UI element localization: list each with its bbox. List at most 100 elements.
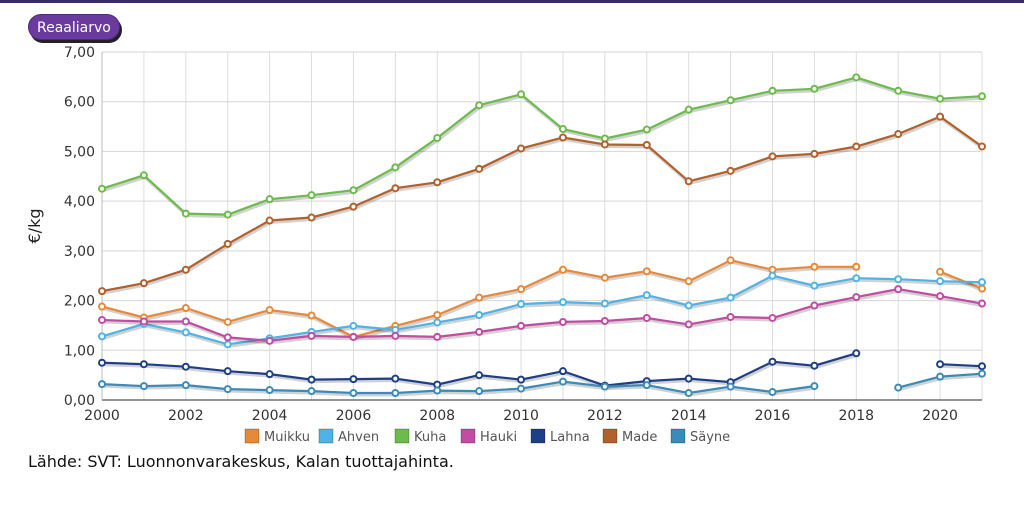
x-tick-label: 2018 — [838, 408, 874, 424]
data-point — [139, 317, 148, 326]
legend-label: Kuha — [414, 430, 446, 445]
data-point — [726, 166, 735, 175]
data-point — [558, 125, 567, 134]
data-point — [684, 301, 693, 310]
data-point — [558, 367, 567, 376]
x-tick-label: 2020 — [922, 408, 958, 424]
data-point — [223, 385, 232, 394]
data-point — [391, 331, 400, 340]
data-point — [768, 271, 777, 280]
data-point — [433, 178, 442, 187]
y-tick-label: 7,00 — [64, 45, 95, 61]
data-point — [684, 320, 693, 329]
data-point — [600, 316, 609, 325]
top-border — [0, 0, 1024, 3]
data-point — [98, 332, 106, 341]
legend-item-s-yne: Säyne — [670, 428, 730, 445]
data-point — [600, 299, 609, 308]
data-point — [307, 213, 316, 222]
series-ahven — [98, 271, 986, 349]
data-point — [768, 313, 777, 322]
legend-swatch — [318, 428, 334, 444]
data-point — [139, 360, 148, 369]
data-point — [978, 142, 986, 151]
legend-label: Muikku — [264, 430, 310, 445]
data-point — [642, 381, 651, 390]
series-line — [101, 380, 815, 395]
grid — [101, 51, 983, 401]
data-point — [726, 96, 735, 105]
data-point — [936, 360, 945, 369]
data-point — [726, 293, 735, 302]
data-point — [223, 239, 232, 248]
data-point — [810, 262, 819, 271]
data-point — [894, 130, 903, 139]
y-tick-label: 0,00 — [64, 393, 95, 409]
data-point — [475, 327, 484, 336]
x-tick-label: 2008 — [419, 408, 455, 424]
data-point — [768, 152, 777, 161]
data-point — [349, 186, 358, 195]
data-point — [852, 349, 861, 358]
reaaliarvo-toggle-button[interactable]: Reaaliarvo — [28, 14, 120, 40]
data-point — [600, 382, 609, 391]
data-point — [391, 163, 400, 172]
series-made — [98, 112, 986, 296]
legend-label: Hauki — [480, 430, 517, 445]
data-point — [475, 387, 484, 396]
data-point — [517, 285, 526, 294]
y-tick-label: 4,00 — [64, 194, 95, 210]
data-point — [978, 92, 986, 101]
data-point — [517, 300, 526, 309]
data-point — [642, 313, 651, 322]
data-point — [642, 125, 651, 134]
x-tick-label: 2000 — [84, 408, 120, 424]
legend-label: Lahna — [550, 430, 590, 445]
data-point — [349, 389, 358, 398]
data-point — [475, 164, 484, 173]
x-tick-label: 2004 — [252, 408, 288, 424]
data-point — [98, 302, 106, 311]
data-point — [349, 202, 358, 211]
series-line — [101, 115, 983, 293]
data-point — [517, 144, 526, 153]
data-point — [517, 90, 526, 99]
data-point — [433, 310, 442, 319]
data-point — [852, 262, 861, 271]
x-tick-label: 2012 — [587, 408, 623, 424]
data-point — [307, 375, 316, 384]
data-point — [936, 292, 945, 301]
data-point — [684, 389, 693, 398]
series-lahna — [98, 349, 986, 390]
data-point — [139, 382, 148, 391]
data-point — [98, 358, 106, 367]
legend-label: Säyne — [690, 430, 730, 445]
y-axis-label: €/kg — [25, 209, 44, 244]
data-point — [978, 278, 986, 287]
data-point — [936, 277, 945, 286]
data-point — [433, 318, 442, 327]
series-line — [939, 270, 983, 290]
data-point — [349, 375, 358, 384]
data-point — [684, 105, 693, 114]
data-point — [265, 216, 274, 225]
series-line — [101, 76, 983, 216]
data-point — [181, 328, 190, 337]
legend-label: Made — [622, 430, 657, 445]
data-point — [433, 386, 442, 395]
x-tick-label: 2010 — [503, 408, 539, 424]
data-point — [558, 133, 567, 142]
data-point — [558, 298, 567, 307]
data-point — [558, 265, 567, 274]
data-point — [768, 86, 777, 95]
data-point — [223, 333, 232, 342]
data-point — [139, 279, 148, 288]
data-point — [852, 142, 861, 151]
data-point — [475, 101, 484, 110]
data-point — [433, 134, 442, 143]
data-point — [810, 149, 819, 158]
data-point — [936, 94, 945, 103]
data-point — [181, 381, 190, 390]
data-point — [894, 86, 903, 95]
data-point — [726, 382, 735, 391]
